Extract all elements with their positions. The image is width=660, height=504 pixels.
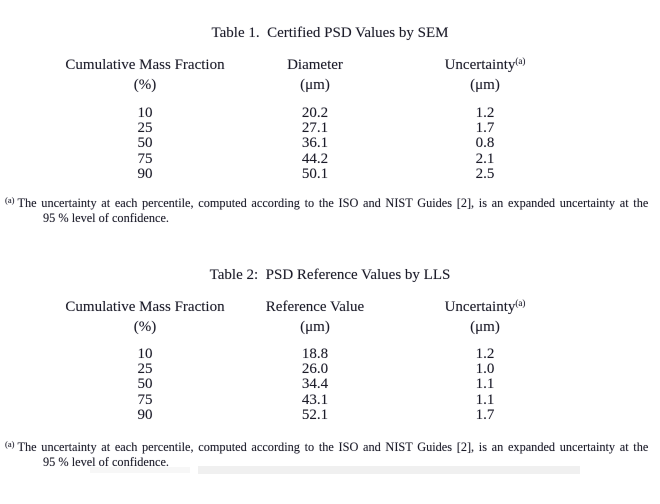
data-cell: 25 (137, 361, 153, 378)
data-cell: 50 (137, 376, 153, 393)
table1-title: Table 1. Certified PSD Values by SEM (211, 25, 449, 41)
column-header-diameter: Diameter (μm) (230, 56, 400, 95)
data-cell: 90 (137, 165, 153, 182)
footnote-line1: (a) The uncertainty at each percentile, … (5, 193, 653, 211)
data-cell: 2.5 (475, 165, 495, 182)
header-unit: (%) (133, 318, 157, 335)
scan-artifact (90, 467, 190, 473)
footnote-line2: 95 % level of confidence. (43, 455, 169, 470)
table-row: 50 36.1 0.8 (60, 136, 570, 151)
table-row: 75 44.2 2.1 (60, 150, 570, 167)
table1-footnote: (a) The uncertainty at each percentile, … (5, 193, 653, 226)
table-row: 25 27.1 1.7 (60, 120, 570, 137)
data-cell: 25 (137, 120, 153, 137)
header-unit: (%) (133, 76, 157, 93)
data-cell: 1.1 (475, 376, 495, 393)
table-row: 10 18.8 1.2 (60, 346, 570, 362)
data-cell: 1.7 (475, 406, 495, 423)
header-label: Diameter (287, 57, 343, 73)
header-unit: (μm) (300, 76, 330, 93)
data-cell: 27.1 (301, 120, 329, 137)
column-header-mass-fraction: Cumulative Mass Fraction (%) (60, 298, 230, 337)
header-label: Uncertainty(a) (444, 298, 526, 316)
header-label: Uncertainty(a) (444, 56, 526, 74)
header-label: Cumulative Mass Fraction (65, 299, 225, 315)
uncertainty-superscript: (a) (515, 298, 526, 308)
header-unit: (μm) (300, 318, 330, 335)
column-header-reference-value: Reference Value (μm) (230, 298, 400, 337)
table1-header-row: Cumulative Mass Fraction (%) Diameter (μ… (60, 56, 570, 95)
data-cell: 1.2 (475, 105, 495, 121)
data-cell: 26.0 (301, 361, 329, 378)
table-row: 25 26.0 1.0 (60, 361, 570, 378)
table-row: 75 43.1 1.1 (60, 391, 570, 408)
footnote-line1: (a) The uncertainty at each percentile, … (5, 437, 653, 455)
uncertainty-superscript: (a) (515, 56, 526, 66)
data-cell: 75 (137, 150, 153, 167)
data-cell: 1.1 (475, 391, 495, 408)
data-cell: 2.1 (475, 150, 495, 167)
data-cell: 90 (137, 406, 153, 423)
table-row: 50 34.4 1.1 (60, 377, 570, 392)
data-cell: 18.8 (301, 346, 329, 362)
data-cell: 1.7 (475, 120, 495, 137)
table2-title: Table 2: PSD Reference Values by LLS (209, 267, 451, 283)
table2-header-row: Cumulative Mass Fraction (%) Reference V… (60, 298, 570, 337)
table2-footnote: (a) The uncertainty at each percentile, … (5, 437, 653, 470)
data-cell: 43.1 (301, 391, 329, 408)
data-cell: 50 (137, 135, 153, 152)
header-unit: (μm) (470, 318, 500, 335)
table-row: 90 52.1 1.7 (60, 406, 570, 423)
column-header-uncertainty: Uncertainty(a) (μm) (400, 298, 570, 337)
data-cell: 10 (137, 105, 153, 121)
header-label: Reference Value (265, 299, 365, 315)
data-cell: 0.8 (475, 135, 495, 152)
header-unit: (μm) (470, 76, 500, 93)
column-header-uncertainty: Uncertainty(a) (μm) (400, 56, 570, 95)
footnote-text: The uncertainty at each percentile, comp… (17, 440, 649, 454)
data-cell: 1.2 (475, 346, 495, 362)
table-row: 10 20.2 1.2 (60, 105, 570, 121)
data-cell: 36.1 (301, 135, 329, 152)
table-row: 90 50.1 2.5 (60, 165, 570, 182)
footnote-marker: (a) (5, 439, 15, 449)
data-cell: 20.2 (301, 105, 329, 121)
data-cell: 10 (137, 346, 153, 362)
data-cell: 52.1 (301, 406, 329, 423)
scan-artifact (198, 466, 580, 474)
footnote-text: The uncertainty at each percentile, comp… (17, 196, 649, 210)
data-cell: 44.2 (301, 150, 329, 167)
footnote-line2: 95 % level of confidence. (43, 211, 169, 226)
footnote-marker: (a) (5, 195, 15, 205)
data-cell: 34.4 (301, 376, 329, 393)
header-label: Cumulative Mass Fraction (65, 57, 225, 73)
data-cell: 50.1 (301, 165, 329, 182)
table2-body: 10 18.8 1.2 25 26.0 1.0 50 34.4 1.1 75 4… (60, 346, 570, 423)
data-cell: 1.0 (475, 361, 495, 378)
table1-body: 10 20.2 1.2 25 27.1 1.7 50 36.1 0.8 75 4… (60, 105, 570, 182)
data-cell: 75 (137, 391, 153, 408)
column-header-mass-fraction: Cumulative Mass Fraction (%) (60, 56, 230, 95)
